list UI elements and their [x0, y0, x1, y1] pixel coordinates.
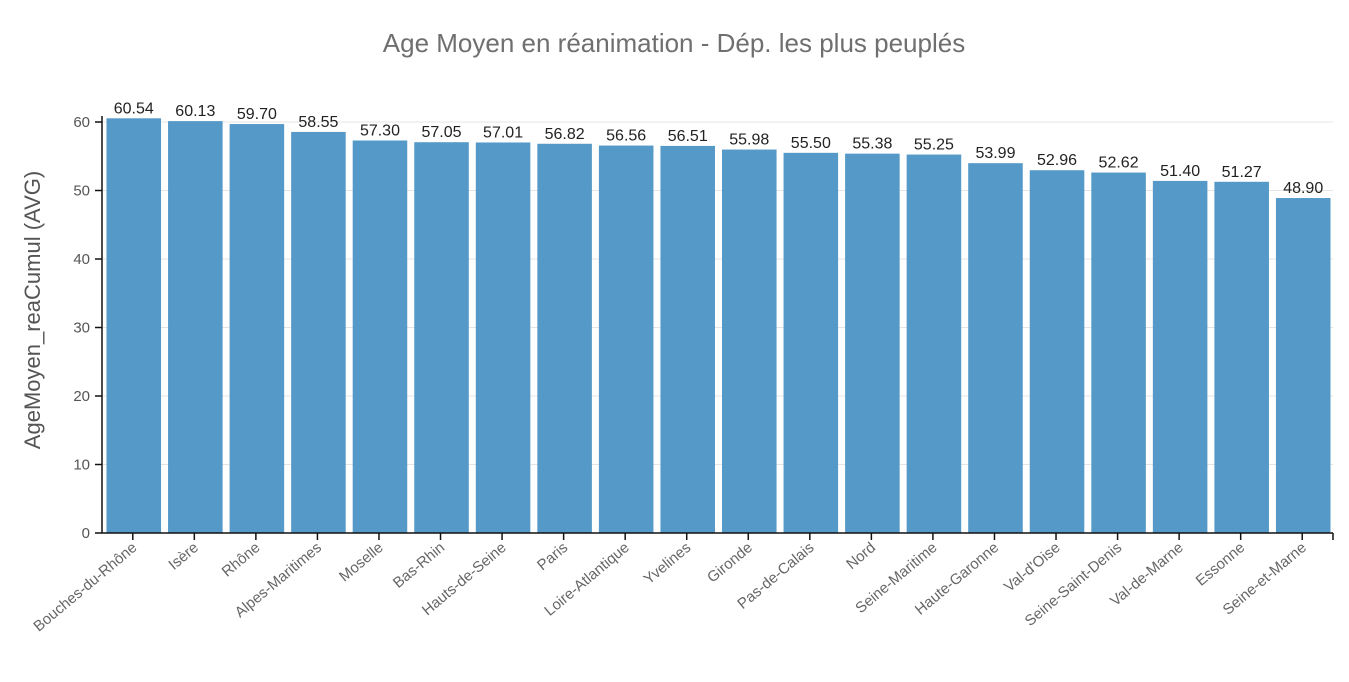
y-tick-label: 40	[73, 251, 90, 268]
x-tick-label: Essonne	[1193, 539, 1249, 590]
x-tick-label: Moselle	[336, 539, 387, 585]
x-tick-label: Isère	[165, 539, 201, 573]
chart-title: Age Moyen en réanimation - Dép. les plus…	[383, 28, 965, 58]
bar[interactable]	[1214, 181, 1269, 533]
bar-value-label: 57.30	[360, 122, 400, 139]
bar-value-label: 55.25	[914, 137, 954, 154]
y-tick-label: 20	[73, 388, 90, 405]
y-tick-label: 60	[73, 114, 90, 131]
bar-value-label: 55.98	[729, 132, 769, 149]
bar[interactable]	[352, 140, 408, 533]
x-tick-label: Paris	[534, 539, 571, 574]
bar[interactable]	[722, 149, 777, 534]
y-tick-label: 10	[73, 457, 90, 474]
x-tick-label: Rhône	[219, 539, 264, 580]
y-tick-label: 0	[82, 525, 90, 542]
bar[interactable]	[906, 154, 962, 533]
bar-value-label: 58.55	[298, 114, 338, 131]
bar-value-label: 55.38	[852, 136, 892, 153]
bar[interactable]	[537, 143, 592, 533]
bar-value-label: 59.70	[237, 106, 277, 123]
bar[interactable]	[1091, 172, 1146, 534]
y-axis-label: AgeMoyen_reaCumul (AVG)	[20, 171, 45, 449]
bar-value-label: 57.05	[422, 124, 462, 141]
x-tick-label: Nord	[843, 539, 879, 573]
bar-value-label: 60.54	[114, 100, 154, 117]
bar[interactable]	[475, 142, 531, 533]
bar[interactable]	[291, 131, 346, 533]
bar-value-label: 60.13	[175, 103, 215, 120]
bars	[106, 118, 1331, 534]
bar[interactable]	[660, 145, 715, 533]
bar[interactable]	[1275, 198, 1331, 533]
x-tick-label: Gironde	[704, 539, 756, 586]
bar-value-label: 55.50	[791, 135, 831, 152]
bar-value-label: 56.82	[545, 126, 585, 143]
bar-value-label: 52.62	[1099, 155, 1139, 172]
bar[interactable]	[106, 118, 162, 534]
x-tick-label: Val-d'Oise	[1001, 539, 1064, 595]
bar[interactable]	[598, 145, 654, 533]
bar-value-label: 56.51	[668, 128, 708, 145]
bar-value-label: 52.96	[1037, 152, 1077, 169]
data-labels: 60.54 60.13 59.70 58.55 57.30 57.05 57.01 56.82…	[114, 100, 1324, 197]
bar-value-label: 51.40	[1160, 163, 1200, 180]
x-tick-label: Yvelines	[641, 539, 695, 588]
x-tick-label: Bouches-du-Rhône	[30, 539, 140, 635]
bar[interactable]	[783, 152, 839, 533]
bar[interactable]	[845, 153, 900, 533]
bar[interactable]	[1029, 170, 1085, 533]
bar-value-label: 51.27	[1222, 164, 1262, 181]
bar-value-label: 53.99	[975, 145, 1015, 162]
bar[interactable]	[968, 163, 1023, 533]
bar-value-label: 57.01	[483, 124, 523, 141]
bar-value-label: 56.56	[606, 128, 646, 145]
bar[interactable]	[1152, 180, 1208, 533]
bar[interactable]	[229, 124, 285, 534]
grid-lines	[102, 121, 1333, 465]
x-tick-label: Bas-Rhin	[390, 539, 448, 592]
bar[interactable]	[168, 121, 223, 533]
y-tick-label: 30	[73, 320, 90, 337]
y-tick-label: 50	[73, 183, 90, 200]
bar-value-label: 48.90	[1283, 180, 1323, 197]
bar[interactable]	[414, 142, 469, 533]
